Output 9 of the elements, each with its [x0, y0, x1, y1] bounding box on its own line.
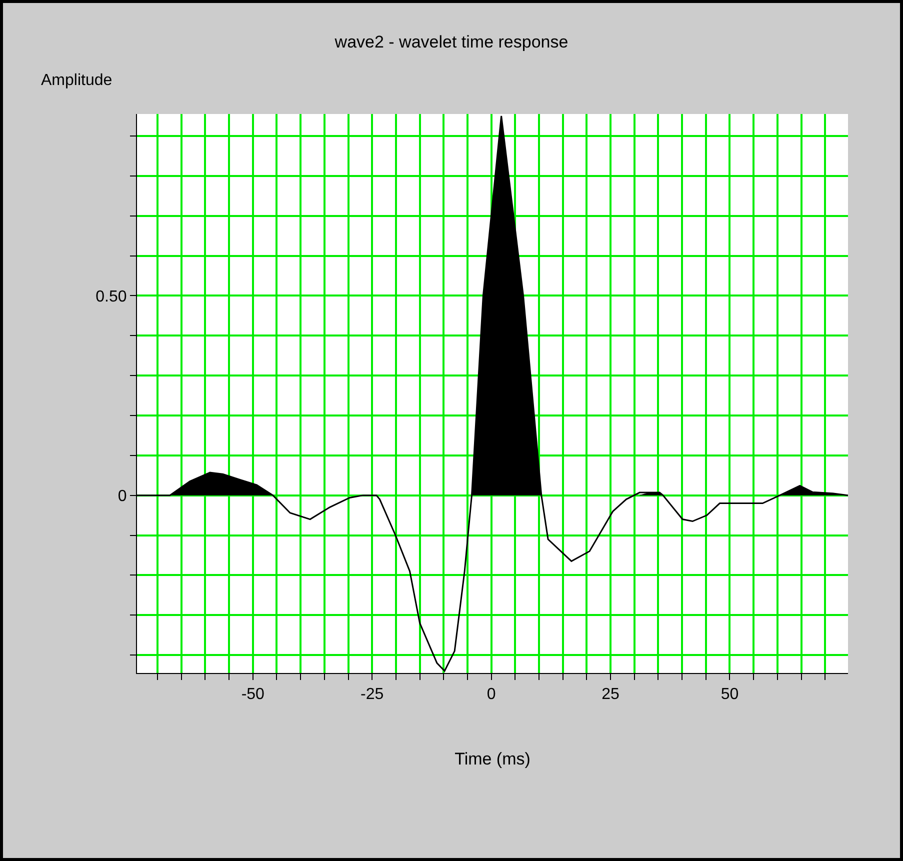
y-tick-label: 0.50: [96, 288, 127, 306]
x-tick-label: -50: [241, 686, 265, 704]
chart-title: wave2 - wavelet time response: [334, 32, 568, 52]
x-axis-title: Time (ms): [454, 750, 530, 769]
x-tick-label: 0: [486, 686, 496, 704]
x-tick-label: 25: [602, 686, 620, 704]
x-tick-label: -25: [360, 686, 384, 704]
x-tick-label: 50: [720, 686, 739, 704]
y-axis-title: Amplitude: [41, 72, 112, 89]
